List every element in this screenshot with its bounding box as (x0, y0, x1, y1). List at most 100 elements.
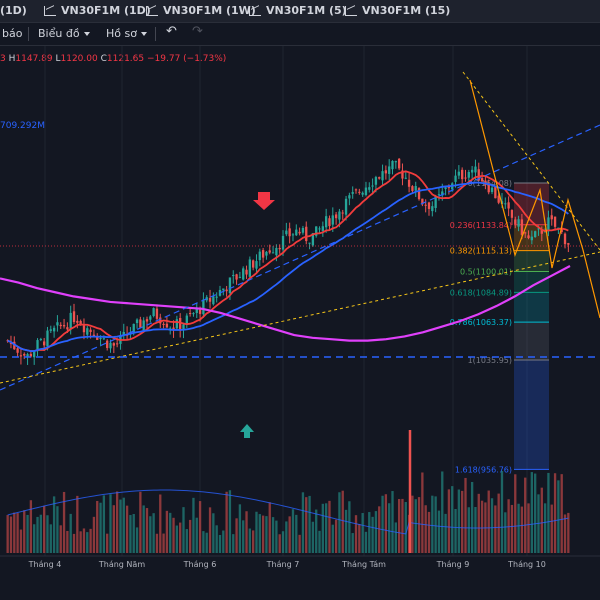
candle-body (444, 187, 447, 190)
volume-bar (547, 472, 550, 553)
tab-label: VN30F1M (1D) (61, 4, 151, 17)
candle-body (162, 323, 165, 326)
candle-body (527, 235, 530, 239)
candle-body (275, 247, 278, 256)
candle-body (152, 308, 155, 317)
volume-bar (451, 486, 454, 553)
high-key: H (8, 54, 16, 64)
candle-body (261, 250, 265, 258)
candle-body (96, 336, 99, 340)
chevron-down-icon (140, 32, 147, 36)
tab-chart-2[interactable]: VN30F1M (1W) (146, 4, 256, 17)
volume-bar (232, 534, 235, 553)
chart-icon (44, 5, 56, 16)
candle-body (348, 195, 351, 199)
candle-body (421, 198, 424, 205)
volume-bar (474, 507, 477, 553)
profile-button[interactable]: Hồ sơ (106, 27, 147, 40)
alert-button[interactable]: báo (2, 27, 23, 40)
candle-body (222, 288, 225, 291)
close-key: C (100, 54, 107, 64)
tab-chart-1[interactable]: VN30F1M (1D) (44, 4, 151, 17)
candle-body (411, 186, 414, 191)
volume-bar (119, 499, 122, 553)
price-chart[interactable]: 0(1164.08) 0.236(1133.84) 0.382(1115.13) 0.… (0, 46, 600, 600)
volume-bar (404, 502, 407, 553)
volume-bar (102, 495, 106, 553)
candle-body (288, 228, 291, 237)
candle-body (265, 251, 268, 256)
volume-bar (192, 497, 195, 553)
tab-chart-0[interactable]: (1D) (0, 4, 27, 17)
volume-bar (421, 472, 424, 553)
volume-bar (550, 504, 553, 553)
candle-body (225, 289, 228, 292)
volume-bar (480, 500, 484, 553)
volume-bar (490, 498, 494, 553)
undo-icon[interactable]: ↶ (166, 24, 177, 39)
volume-bar (457, 489, 461, 553)
volume-bar (109, 494, 112, 553)
volume-bar (235, 518, 238, 553)
volume-bar (122, 497, 125, 553)
volume-bar (341, 490, 344, 553)
x-tick-label: Tháng Năm (98, 560, 145, 569)
volume-bar (222, 530, 225, 553)
volume-bar (13, 512, 16, 553)
candle-body (59, 324, 62, 327)
volume-bar (295, 514, 298, 553)
candle-body (487, 183, 490, 193)
wave-projection-line (469, 79, 600, 319)
volume-bar (374, 511, 378, 553)
volume-bar (188, 519, 192, 553)
volume-bar (397, 499, 401, 553)
volume-bar (255, 511, 258, 553)
chart-type-button[interactable]: Biểu đồ (38, 27, 90, 40)
candle-body (26, 354, 29, 357)
volume-bar (135, 527, 139, 553)
tab-chart-3[interactable]: VN30F1M (5) (249, 4, 347, 17)
ohlc-legend: 3 H1147.89 L1120.00 C1121.65 −19.77 (−1.… (0, 54, 226, 64)
candle-body (56, 322, 59, 326)
volume-bar (510, 504, 514, 553)
candle-body (424, 204, 427, 206)
volume-bar (271, 517, 275, 553)
candle-body (76, 320, 79, 323)
volume-bar (311, 521, 315, 553)
redo-icon[interactable]: ↷ (192, 24, 203, 39)
candle-body (232, 274, 235, 277)
candle-body (414, 186, 417, 191)
volume-bar (467, 507, 470, 553)
trend-line-yellow-down (462, 71, 600, 251)
volume-bar (464, 477, 467, 553)
candle-body (477, 169, 480, 181)
x-tick-label: Tháng 6 (183, 560, 217, 569)
volume-bar (162, 533, 165, 553)
candle-body (553, 216, 557, 227)
candle-body (441, 191, 444, 196)
candle-body (457, 171, 461, 176)
volume-bar (258, 514, 261, 553)
tab-chart-4[interactable]: VN30F1M (15) (345, 4, 450, 17)
volume-bar (411, 495, 414, 553)
candle-body (208, 298, 212, 302)
volume-bar (447, 489, 451, 553)
ma-mid-line (7, 181, 569, 352)
volume-bar (427, 511, 431, 553)
candle-body (560, 229, 563, 233)
volume-bar (26, 514, 29, 553)
candle-body (198, 309, 202, 314)
volume-bar (441, 471, 444, 553)
volume-bar (454, 508, 457, 553)
trend-line-yellow (0, 251, 600, 384)
candle-body (13, 341, 16, 350)
candle-body (66, 327, 69, 330)
candle-body (16, 348, 19, 353)
candle-body (537, 228, 540, 230)
volume-bar (202, 531, 205, 553)
profile-label: Hồ sơ (106, 27, 137, 40)
candle-body (494, 187, 497, 199)
candle-body (99, 338, 102, 340)
volume-bar (517, 503, 520, 553)
volume-bar (268, 502, 271, 553)
